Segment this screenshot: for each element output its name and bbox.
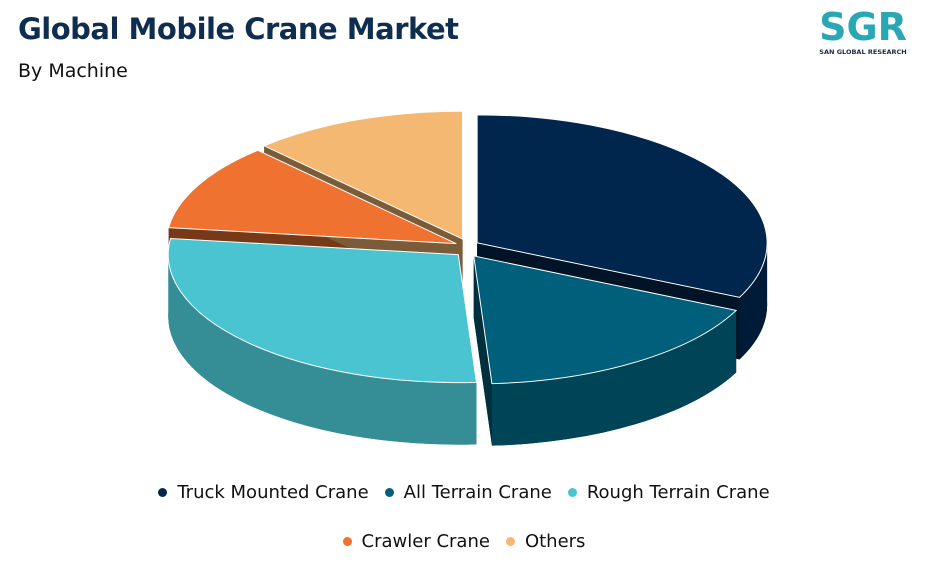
slice xyxy=(167,238,478,384)
slice xyxy=(262,110,464,240)
chart-title: Global Mobile Crane Market xyxy=(18,12,459,46)
legend-label: Truck Mounted Crane xyxy=(177,482,369,503)
legend-swatch xyxy=(567,488,577,497)
legend-item: All Terrain Crane xyxy=(384,482,552,503)
slice-cut xyxy=(473,255,492,446)
legend-label: All Terrain Crane xyxy=(403,482,552,503)
legend-swatch xyxy=(342,537,352,546)
legend-swatch xyxy=(384,488,394,497)
legend-swatch xyxy=(505,537,515,546)
slice xyxy=(476,114,768,298)
legend-swatch xyxy=(158,488,168,497)
pie xyxy=(167,110,768,446)
slice-side xyxy=(491,310,737,446)
legend-label: Rough Terrain Crane xyxy=(586,482,770,503)
legend-item: Crawler Crane xyxy=(342,531,490,552)
slice xyxy=(473,255,738,385)
slice xyxy=(167,149,457,245)
legend-item: Rough Terrain Crane xyxy=(567,482,770,503)
legend-item: Others xyxy=(505,531,586,552)
legend-label: Crawler Crane xyxy=(361,531,490,552)
legend: Truck Mounted Crane All Terrain Crane Roug… xyxy=(100,482,828,552)
logo: SGR SAN GLOBAL RESEARCH xyxy=(808,6,918,56)
legend-item: Truck Mounted Crane xyxy=(158,482,369,503)
slice-side xyxy=(739,242,768,360)
slice-side xyxy=(168,254,477,445)
chart-subtitle: By Machine xyxy=(18,60,128,82)
logo-tagline: SAN GLOBAL RESEARCH xyxy=(819,48,907,56)
legend-label: Others xyxy=(524,531,586,552)
logo-text: SGR xyxy=(819,5,907,49)
